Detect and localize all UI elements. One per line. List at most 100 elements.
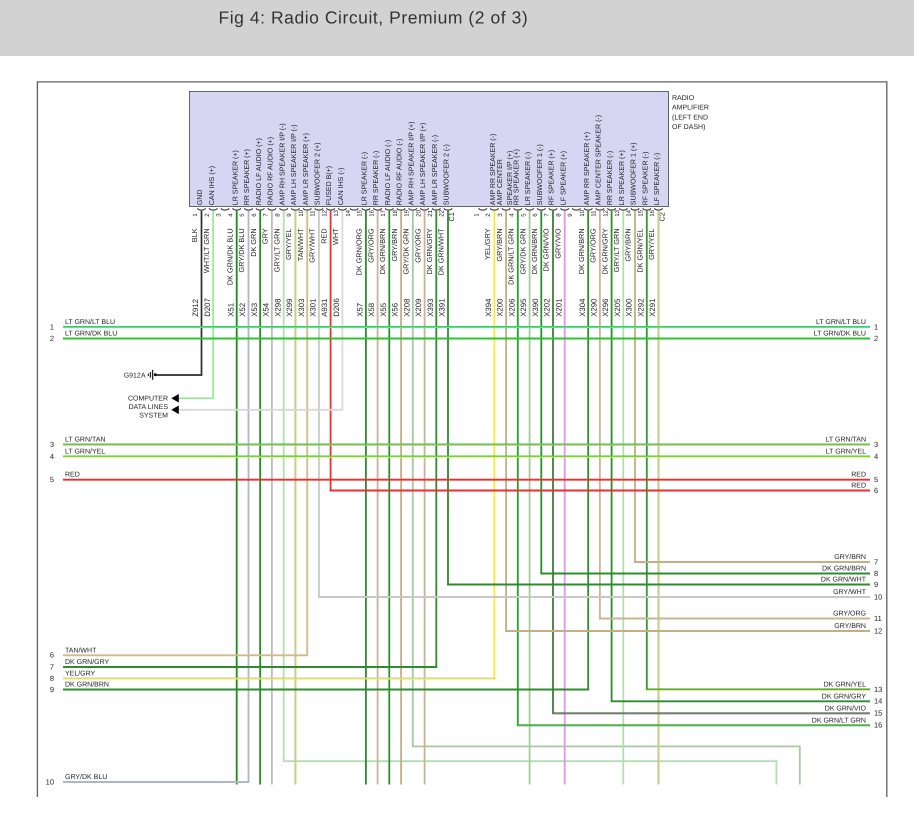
svg-text:SUBWOOFER 1 (+): SUBWOOFER 1 (+) <box>630 142 638 205</box>
svg-text:(LEFT END: (LEFT END <box>672 113 708 121</box>
svg-text:DK GRN/GRY: DK GRN/GRY <box>600 228 609 274</box>
svg-text:14: 14 <box>626 209 633 216</box>
svg-text:DK GRN: DK GRN <box>249 228 258 256</box>
svg-text:11: 11 <box>310 210 317 217</box>
svg-text:DK GRN/BRN: DK GRN/BRN <box>577 228 586 274</box>
svg-text:DK GRN/GRY: DK GRN/GRY <box>425 228 434 274</box>
svg-text:1: 1 <box>473 213 480 217</box>
svg-text:11: 11 <box>874 614 882 623</box>
svg-text:DK GRN/LT GRN: DK GRN/LT GRN <box>812 716 866 724</box>
svg-text:X304: X304 <box>578 298 587 317</box>
svg-text:LR SPEAKER (+): LR SPEAKER (+) <box>618 150 626 205</box>
svg-text:GRY/ORG: GRY/ORG <box>589 228 598 263</box>
svg-text:12: 12 <box>874 626 882 635</box>
svg-text:3: 3 <box>50 440 54 449</box>
svg-text:4: 4 <box>227 213 234 217</box>
svg-text:7: 7 <box>544 213 551 217</box>
svg-text:GRY/DK BLU: GRY/DK BLU <box>65 773 107 781</box>
svg-text:RR SPEAKER (+): RR SPEAKER (+) <box>243 149 251 205</box>
svg-text:X299: X299 <box>285 299 294 317</box>
svg-text:RR SPEAKER (-): RR SPEAKER (-) <box>606 151 614 205</box>
svg-text:X205: X205 <box>613 298 622 317</box>
svg-text:X298: X298 <box>273 299 282 317</box>
svg-text:6: 6 <box>874 486 878 495</box>
svg-text:GRY/VIO: GRY/VIO <box>553 228 562 259</box>
svg-text:RADIO LF AUDIO (-): RADIO LF AUDIO (-) <box>384 140 392 205</box>
svg-text:X206: X206 <box>507 299 516 317</box>
svg-text:SUBWOOFER 2 (+): SUBWOOFER 2 (+) <box>314 142 322 205</box>
svg-text:DK GRN/GRY: DK GRN/GRY <box>65 658 110 666</box>
svg-text:OF DASH): OF DASH) <box>672 123 705 131</box>
svg-text:DK GRN/WHT: DK GRN/WHT <box>821 576 867 584</box>
svg-text:5: 5 <box>50 475 54 484</box>
svg-text:RADIO RF AUDIO (-): RADIO RF AUDIO (-) <box>396 139 404 206</box>
svg-text:AMP RR SPEAKER (+): AMP RR SPEAKER (+) <box>583 132 591 205</box>
svg-text:GRY/YEL: GRY/YEL <box>284 228 293 260</box>
svg-text:3: 3 <box>874 440 878 449</box>
svg-text:5: 5 <box>874 475 878 484</box>
svg-text:GRY/BRN: GRY/BRN <box>624 228 633 261</box>
svg-text:RF SPEAKER (-): RF SPEAKER (-) <box>641 152 649 206</box>
svg-text:Fig 4: Radio Circuit, Premium: Fig 4: Radio Circuit, Premium (2 of 3) <box>219 8 529 28</box>
svg-text:SYSTEM: SYSTEM <box>139 412 168 419</box>
svg-text:10: 10 <box>46 777 54 786</box>
svg-text:3: 3 <box>497 213 504 217</box>
svg-text:GRY/ORG: GRY/ORG <box>833 610 866 618</box>
svg-text:X391: X391 <box>438 299 447 317</box>
svg-text:AMP LH SPEAKER I/P (-): AMP LH SPEAKER I/P (-) <box>290 124 298 205</box>
svg-text:GND: GND <box>197 190 204 206</box>
svg-text:8: 8 <box>50 674 54 683</box>
svg-text:LT GRN/DK BLU: LT GRN/DK BLU <box>814 330 866 338</box>
svg-text:RADIO LF AUDIO (+): RADIO LF AUDIO (+) <box>255 138 263 205</box>
svg-text:GRY/ORG: GRY/ORG <box>366 228 375 263</box>
svg-text:GRY/LT GRN: GRY/LT GRN <box>612 228 621 272</box>
svg-text:X296: X296 <box>601 299 610 317</box>
svg-text:21: 21 <box>427 209 434 216</box>
svg-text:RADIO: RADIO <box>672 95 695 102</box>
svg-text:AMP LR SPEAKER (-): AMP LR SPEAKER (-) <box>431 135 439 205</box>
svg-text:4: 4 <box>874 452 878 461</box>
svg-text:18: 18 <box>392 209 399 216</box>
svg-text:GRY/DK GRN: GRY/DK GRN <box>518 228 527 274</box>
svg-text:YEL/GRY: YEL/GRY <box>483 228 492 260</box>
svg-text:17: 17 <box>380 209 387 216</box>
svg-text:DK GRN/WHT: DK GRN/WHT <box>437 228 446 276</box>
svg-text:X208: X208 <box>402 299 411 317</box>
svg-text:RR SPEAKER (-): RR SPEAKER (-) <box>372 151 380 205</box>
svg-text:X300: X300 <box>625 298 634 317</box>
svg-text:GRY/ORG: GRY/ORG <box>413 228 422 263</box>
svg-text:1: 1 <box>874 322 878 331</box>
svg-text:LT GRN/DK BLU: LT GRN/DK BLU <box>65 330 117 338</box>
svg-text:X291: X291 <box>648 299 657 317</box>
svg-text:GRY/DK GRN: GRY/DK GRN <box>402 228 411 274</box>
svg-text:DK GRN/BRN: DK GRN/BRN <box>65 681 109 689</box>
svg-text:LR SPEAKER (-): LR SPEAKER (-) <box>524 152 532 205</box>
svg-text:RED: RED <box>65 472 80 479</box>
svg-text:1: 1 <box>50 322 54 331</box>
svg-text:14: 14 <box>874 697 882 706</box>
svg-text:AMP LR SPEAKER (+): AMP LR SPEAKER (+) <box>302 133 310 205</box>
svg-text:7: 7 <box>874 557 878 566</box>
svg-text:LT GRN/TAN: LT GRN/TAN <box>65 436 105 444</box>
svg-text:GRY/WHT: GRY/WHT <box>833 588 867 596</box>
svg-text:2: 2 <box>485 213 492 217</box>
svg-text:GRY/YEL: GRY/YEL <box>647 228 656 260</box>
svg-text:AMP LH SPEAKER I/P (+): AMP LH SPEAKER I/P (+) <box>419 123 427 206</box>
svg-text:15: 15 <box>357 209 364 216</box>
svg-text:8: 8 <box>874 569 878 578</box>
svg-text:13: 13 <box>333 209 340 216</box>
svg-text:DK GRN/DK BLU: DK GRN/DK BLU <box>225 228 234 285</box>
svg-text:X292: X292 <box>636 299 645 317</box>
svg-text:4: 4 <box>509 213 516 217</box>
svg-text:GRY/WHT: GRY/WHT <box>308 228 317 263</box>
svg-text:D207: D207 <box>203 298 212 317</box>
svg-text:7: 7 <box>50 662 54 671</box>
svg-text:SUBWOOFER 2 (-): SUBWOOFER 2 (-) <box>443 144 451 205</box>
svg-text:GRY/LT GRN: GRY/LT GRN <box>272 228 281 272</box>
svg-text:AMP RR SPEAKER (-): AMP RR SPEAKER (-) <box>489 134 497 206</box>
svg-text:AMPLIFIER: AMPLIFIER <box>672 105 709 112</box>
svg-text:DK GRN/BRN: DK GRN/BRN <box>530 228 539 274</box>
svg-text:AMP CENTER SPEAKER (-): AMP CENTER SPEAKER (-) <box>595 115 603 205</box>
svg-text:DK GRN/VIO: DK GRN/VIO <box>542 228 551 271</box>
svg-text:6: 6 <box>532 213 539 217</box>
